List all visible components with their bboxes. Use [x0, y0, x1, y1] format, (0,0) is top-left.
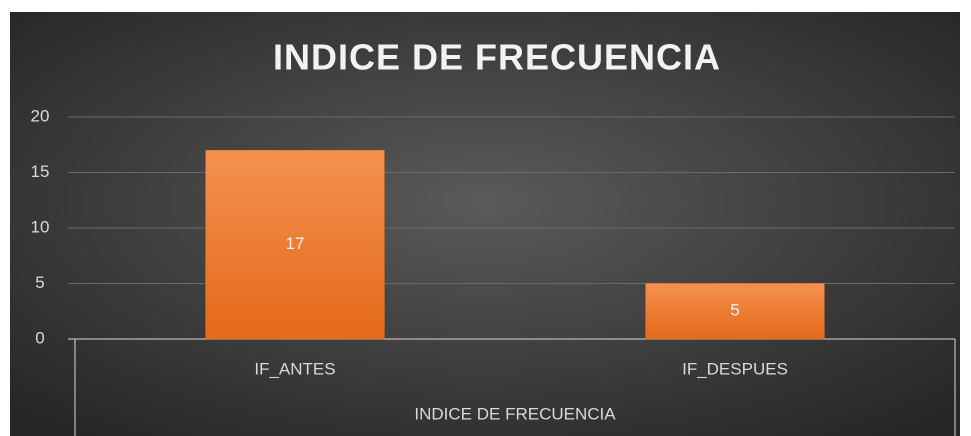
chart-title: INDICE DE FRECUENCIA: [273, 37, 721, 78]
chart-background: [10, 12, 960, 436]
value-label: 17: [286, 234, 305, 253]
y-tick-label: 0: [35, 328, 44, 347]
bar: [645, 283, 825, 340]
x-tick-label: IF_DESPUES: [682, 359, 788, 378]
x-tick-label: IF_ANTES: [254, 359, 335, 378]
y-tick-label: 20: [31, 106, 50, 125]
x-group-label: INDICE DE FRECUENCIA: [414, 404, 616, 423]
value-label: 5: [730, 301, 739, 320]
y-tick-label: 10: [31, 217, 50, 236]
y-tick-label: 15: [31, 162, 50, 181]
y-tick-label: 5: [35, 273, 44, 292]
bar: [205, 150, 385, 340]
